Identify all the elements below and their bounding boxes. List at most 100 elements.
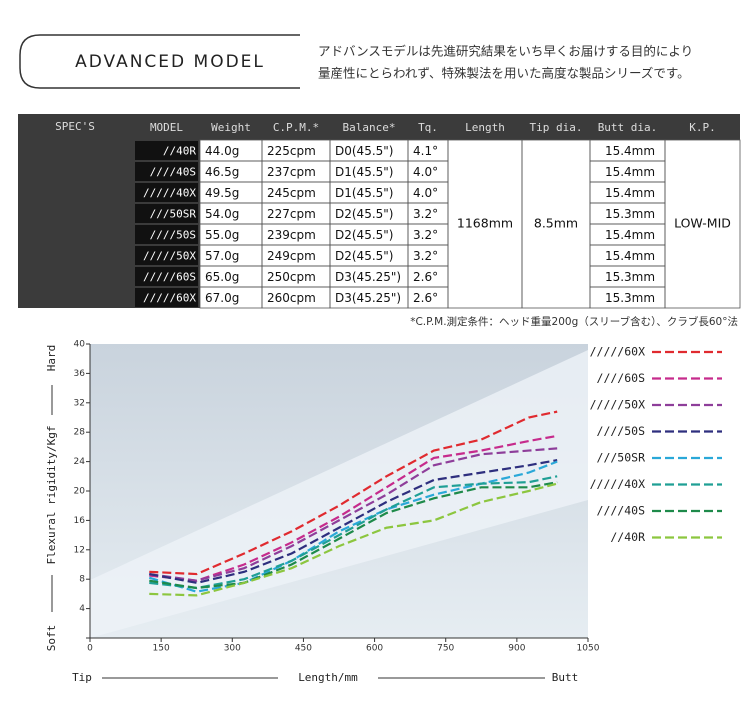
- model-name: //40R: [163, 145, 196, 158]
- column-header: Butt dia.: [598, 121, 658, 134]
- model-name: /////60X: [143, 292, 196, 305]
- model-name: /////60S: [143, 271, 196, 284]
- column-header: MODEL: [150, 121, 183, 134]
- table-cell-text: 15.4mm: [605, 144, 655, 158]
- legend-label: ////60S: [597, 371, 646, 385]
- x-tick-label: 300: [224, 644, 241, 654]
- y-tick-label: 20: [74, 487, 86, 497]
- table-cell-text: D2(45.5"): [335, 228, 393, 242]
- table-cell-text: 249cpm: [267, 249, 316, 263]
- header-description: アドバンスモデルは先進研究結果をいち早くお届けする目的により: [318, 44, 693, 59]
- column-header: Balance*: [343, 121, 396, 134]
- table-cell-text: 15.3mm: [605, 270, 655, 284]
- y-tick-label: 24: [74, 457, 86, 467]
- model-name: ///50SR: [150, 208, 197, 221]
- table-cell-text: 260cpm: [267, 291, 316, 305]
- table-note: *C.P.M.測定条件：ヘッド重量200g（スリーブ含む）、クラブ長60°法: [410, 315, 738, 328]
- table-cell-text: D2(45.5"): [335, 207, 393, 221]
- series-line: [149, 459, 558, 584]
- x-tick-label: 150: [153, 644, 170, 654]
- x-tick-label: 1050: [577, 644, 600, 654]
- table-cell-text: 15.4mm: [605, 186, 655, 200]
- table-cell-text: 54.0g: [205, 207, 239, 221]
- table-cell-text: 225cpm: [267, 144, 316, 158]
- model-cell: [135, 267, 198, 286]
- table-cell-text: 55.0g: [205, 228, 239, 242]
- y-tick-label: 8: [79, 575, 85, 585]
- x-tick-label: 0: [87, 644, 93, 654]
- legend-label: ///50SR: [597, 451, 646, 465]
- column-header: C.P.M.*: [273, 121, 319, 134]
- table-cell-text: 15.4mm: [605, 165, 655, 179]
- legend-label: ////50S: [597, 424, 646, 438]
- table-cell-text: 4.0°: [413, 186, 438, 200]
- merged-cell-text: 1168mm: [457, 216, 513, 231]
- model-cell: [135, 204, 198, 223]
- table-cell-text: D3(45.25"): [335, 291, 401, 305]
- model-cell: [135, 288, 198, 307]
- table-cell-text: 15.3mm: [605, 291, 655, 305]
- series-line: [149, 475, 558, 590]
- y-bottom-label: Soft: [45, 625, 58, 652]
- series-line: [149, 481, 558, 590]
- x-right-label: Butt: [552, 671, 579, 684]
- y-tick-label: 40: [74, 340, 86, 350]
- merged-cell-text: 8.5mm: [534, 216, 578, 231]
- table-cell-text: 57.0g: [205, 249, 239, 263]
- series-line: [149, 482, 558, 597]
- model-cell: [135, 183, 198, 202]
- y-tick-label: 32: [74, 398, 85, 408]
- y-tick-label: 16: [74, 516, 86, 526]
- table-cell-text: D1(45.5"): [335, 165, 393, 179]
- x-axis-label: Length/mm: [298, 671, 358, 684]
- model-cell: [135, 141, 198, 160]
- model-name: ////50S: [150, 229, 196, 242]
- x-tick-label: 450: [295, 644, 312, 654]
- table-cell-text: 250cpm: [267, 270, 316, 284]
- y-axis-label: Flexural rigidity/Kgf: [45, 425, 58, 564]
- table-cell-text: 15.4mm: [605, 249, 655, 263]
- table-cell-text: 44.0g: [205, 144, 239, 158]
- column-header: Length: [465, 121, 505, 134]
- legend-label: /////60X: [590, 345, 645, 359]
- table-cell-text: 237cpm: [267, 165, 316, 179]
- x-tick-label: 900: [508, 644, 525, 654]
- x-left-label: Tip: [72, 671, 92, 684]
- model-name: ////40S: [150, 166, 196, 179]
- legend-label: ////40S: [597, 504, 646, 518]
- y-tick-label: 28: [74, 428, 86, 438]
- table-cell-text: 15.4mm: [605, 228, 655, 242]
- series-line: [149, 434, 558, 582]
- series-line: [148, 460, 558, 593]
- table-cell-text: 239cpm: [267, 228, 316, 242]
- header-title: ADVANCED MODEL: [75, 52, 265, 72]
- column-header: Tip dia.: [530, 121, 583, 134]
- table-cell-text: 15.3mm: [605, 207, 655, 221]
- series-line: [149, 410, 558, 576]
- model-cell: [135, 246, 198, 265]
- y-top-label: Hard: [45, 345, 58, 372]
- column-header: Weight: [211, 121, 251, 134]
- header-description: 量産性にとらわれず、特殊製法を用いた高度な製品シリーズです。: [318, 66, 690, 81]
- y-tick-label: 4: [79, 604, 85, 614]
- merged-cell: [664, 139, 741, 309]
- table-cell-text: 46.5g: [205, 165, 239, 179]
- merged-cell: [521, 139, 591, 309]
- table-cell-text: 2.6°: [413, 291, 438, 305]
- column-header: K.P.: [689, 121, 716, 134]
- model-cell: [135, 162, 198, 181]
- legend-label: /////50X: [590, 398, 645, 412]
- legend-label: //40R: [610, 530, 645, 544]
- table-cell-text: 49.5g: [205, 186, 239, 200]
- merged-cell-text: LOW-MID: [674, 216, 731, 231]
- table-cell-text: 3.2°: [413, 228, 438, 242]
- table-cell-text: 65.0g: [205, 270, 239, 284]
- series-line: [149, 447, 558, 582]
- model-name: /////50X: [143, 250, 196, 263]
- y-tick-label: 12: [74, 545, 85, 555]
- table-cell-text: 4.0°: [413, 165, 438, 179]
- table-cell-text: 3.2°: [413, 207, 438, 221]
- table-cell-text: 4.1°: [413, 144, 438, 158]
- table-label: SPEC'S: [55, 120, 95, 133]
